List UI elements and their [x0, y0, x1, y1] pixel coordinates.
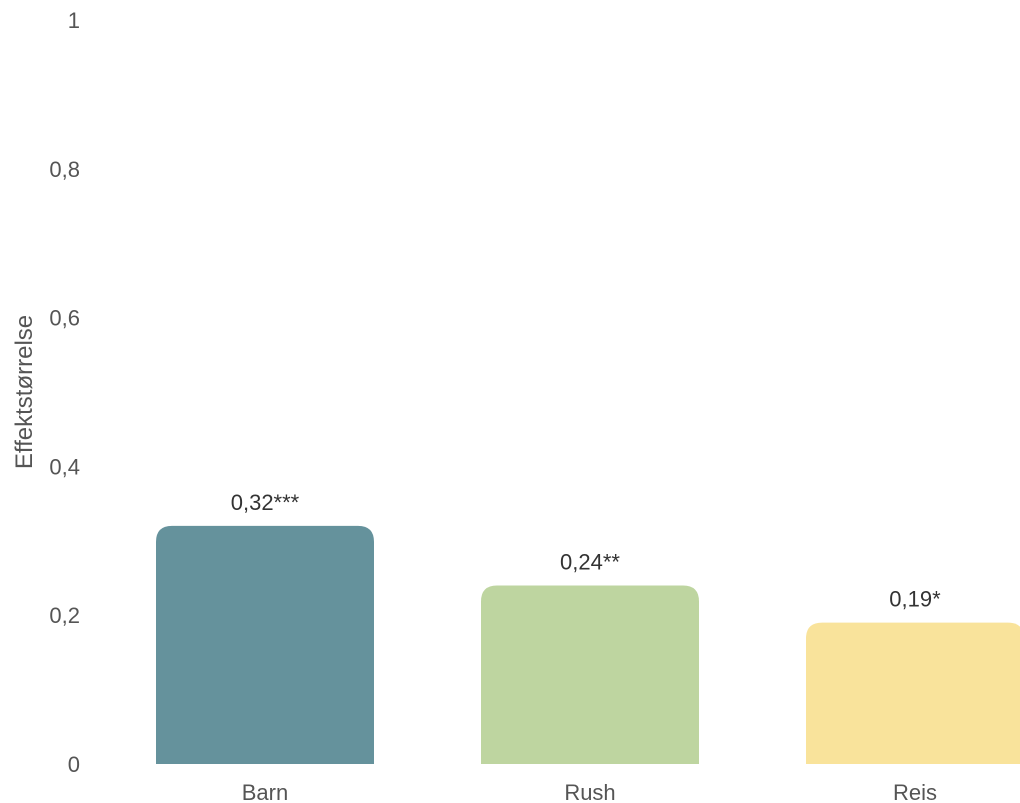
y-tick-label: 0,2	[49, 603, 80, 628]
y-axis-ticks: 0 0,2 0,4 0,6 0,8 1	[49, 8, 80, 777]
x-tick-label-reis: Reis	[893, 780, 937, 803]
bars-group	[156, 525, 1020, 764]
x-tick-label-rush: Rush	[564, 780, 615, 803]
y-tick-label: 0,6	[49, 306, 80, 331]
data-label-rush: 0,24**	[560, 549, 620, 574]
x-tick-label-barn: Barn	[242, 780, 288, 803]
y-tick-label: 0,8	[49, 157, 80, 182]
x-axis-ticks: Barn Rush Reis	[242, 780, 937, 803]
data-label-barn: 0,32***	[231, 490, 300, 515]
y-tick-label: 0	[68, 752, 80, 777]
bar-rush	[481, 585, 699, 764]
y-tick-label: 1	[68, 8, 80, 33]
bar-barn	[156, 525, 374, 764]
bar-reis	[806, 622, 1020, 764]
y-tick-label: 0,4	[49, 454, 80, 479]
y-axis-title: Effektstørrelse	[11, 315, 38, 469]
data-label-reis: 0,19*	[889, 587, 941, 612]
data-labels-group: 0,32*** 0,24** 0,19*	[231, 490, 941, 612]
